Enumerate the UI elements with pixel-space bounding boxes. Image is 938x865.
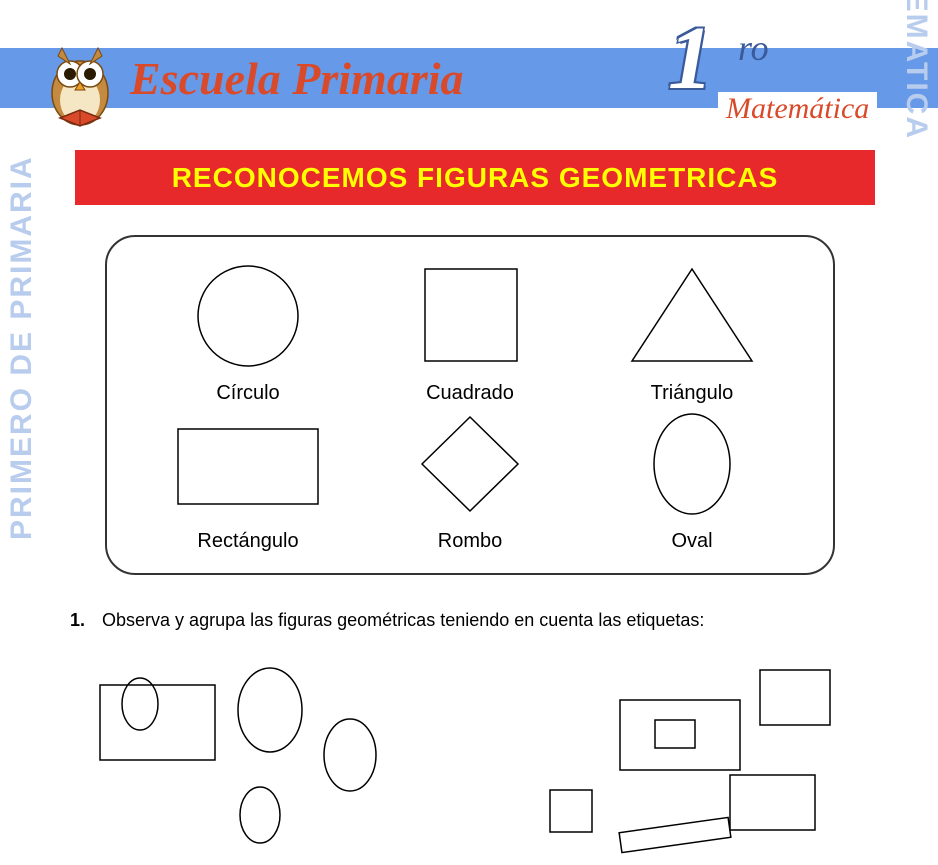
shape-cell-square: Cuadrado (359, 257, 581, 405)
scatter-oval-icon (238, 668, 302, 752)
square-icon (410, 257, 530, 374)
shape-cell-rectangle: Rectángulo (137, 405, 359, 553)
sidebar-left-text: PRIMERO DE PRIMARIA (5, 155, 39, 540)
exercise-number: 1. (70, 610, 85, 630)
subject-label: Matemática (718, 92, 877, 126)
scatter-oval-icon (324, 719, 376, 791)
title-banner: RECONOCEMOS FIGURAS GEOMETRICAS (75, 150, 875, 205)
shapes-reference-panel: Círculo Cuadrado Triángulo Rectángulo Ro… (105, 235, 835, 575)
title-banner-text: RECONOCEMOS FIGURAS GEOMETRICAS (172, 162, 779, 194)
grade-number: 1 (668, 7, 713, 110)
owl-mascot-icon (40, 38, 120, 133)
grade-suffix: ro (738, 27, 769, 69)
scatter-oval-icon (240, 787, 280, 843)
shape-label: Triángulo (651, 382, 734, 405)
sidebar-right-text: MATEMATICA (899, 0, 933, 140)
oval-icon (632, 405, 752, 522)
shape-cell-rhombus: Rombo (359, 405, 581, 553)
scatter-square-icon (655, 720, 695, 748)
shape-label: Rombo (438, 530, 502, 553)
triangle-icon (622, 257, 762, 374)
scatter-square-icon (550, 790, 592, 832)
shape-cell-oval: Oval (581, 405, 803, 553)
scatter-rect-icon (620, 700, 740, 770)
shape-cell-circle: Círculo (137, 257, 359, 405)
rectangle-icon (168, 405, 328, 522)
grade-badge: 1 ro Matemática (658, 22, 918, 132)
school-title: Escuela Primaria (130, 52, 464, 105)
shape-label: Rectángulo (197, 530, 298, 553)
scatter-rect-icon (760, 670, 830, 725)
scatter-oval-icon (122, 678, 158, 730)
shape-label: Círculo (216, 382, 279, 405)
circle-icon (188, 257, 308, 374)
shape-cell-triangle: Triángulo (581, 257, 803, 405)
exercise-text: Observa y agrupa las figuras geométricas… (102, 610, 704, 630)
scatter-rect-icon (730, 775, 815, 830)
shape-label: Cuadrado (426, 382, 514, 405)
rhombus-icon (410, 405, 530, 522)
scatter-shapes-area (60, 660, 880, 840)
shape-label: Oval (671, 530, 712, 553)
exercise-prompt: 1. Observa y agrupa las figuras geométri… (70, 610, 704, 631)
scatter-rect-icon (619, 817, 731, 852)
